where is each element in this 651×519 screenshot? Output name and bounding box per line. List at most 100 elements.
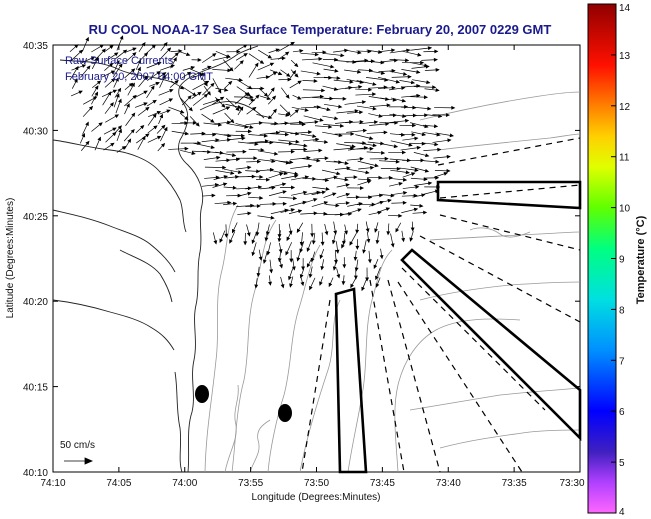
current-vector-head [420, 158, 425, 163]
current-vector-head [404, 118, 410, 123]
x-tick-label: 74:10 [40, 478, 65, 489]
current-vector-head [419, 203, 424, 208]
current-vector-head [319, 117, 324, 122]
current-vector-head [96, 80, 102, 85]
current-vector-head [166, 109, 171, 114]
current-vector-head [78, 49, 84, 54]
current-vector-head [396, 166, 401, 171]
current-vector [413, 86, 436, 88]
current-vector-head [222, 165, 227, 170]
current-vector-head [296, 257, 301, 262]
current-vector-head [227, 68, 232, 73]
current-vector-head [114, 52, 119, 57]
current-vector-head [353, 256, 358, 262]
current-vector-head [393, 144, 399, 149]
current-vector-head [272, 71, 278, 76]
current-vector-head [435, 88, 440, 92]
current-vector-head [137, 59, 142, 64]
current-vector-head [361, 100, 367, 105]
current-vector [336, 110, 359, 114]
current-vector-head [423, 210, 428, 215]
current-vector-head [297, 209, 303, 214]
current-vector-head [372, 82, 377, 86]
current-vector-head [109, 102, 114, 107]
current-vector-head [85, 121, 89, 126]
current-vector-head [137, 66, 141, 72]
current-vector-head [145, 133, 150, 138]
current-vector-head [403, 191, 408, 195]
current-vector-head [236, 49, 241, 54]
current-vector-head [255, 94, 260, 99]
current-vector-head [163, 126, 168, 132]
current-vector-head [284, 51, 290, 56]
current-vector-head [328, 124, 333, 129]
current-vector-head [277, 238, 282, 243]
current-vector-head [74, 78, 78, 83]
current-vector-head [328, 282, 333, 288]
current-vector-head [118, 128, 122, 133]
current-vector-head [249, 125, 254, 129]
current-vector-head [204, 80, 210, 85]
current-vector-head [286, 236, 291, 242]
current-vector-head [334, 68, 339, 73]
current-vector [270, 141, 293, 145]
transect-box-east [436, 180, 582, 210]
current-vector-head [310, 233, 315, 238]
current-vector [401, 50, 421, 56]
current-vector-head [390, 243, 395, 248]
current-vector-head [221, 103, 226, 108]
current-vector-head [247, 191, 252, 196]
current-vector-head [282, 201, 287, 206]
current-vector-head [184, 146, 189, 151]
current-vector [267, 169, 288, 175]
current-vector-head [254, 62, 259, 67]
current-vector [356, 80, 376, 86]
current-vector-head [192, 120, 197, 125]
current-vector-head [213, 240, 218, 245]
current-vector [344, 142, 366, 144]
current-vector-head [271, 185, 276, 190]
current-vector-head [216, 155, 221, 160]
current-vector [290, 131, 312, 135]
current-vector-head [316, 158, 321, 163]
current-vector-head [211, 193, 216, 198]
current-vector-head [118, 98, 122, 103]
transect-box-south [334, 287, 368, 474]
current-vector-head [247, 129, 253, 134]
current-vector-head [383, 130, 388, 135]
current-vector-head [294, 73, 299, 78]
current-vector-head [210, 82, 215, 87]
current-vector-head [369, 146, 374, 151]
current-vector-head [290, 149, 295, 154]
current-vector-head [446, 154, 451, 159]
current-vector-head [279, 172, 284, 177]
current-vector-head [143, 75, 148, 80]
colorbar-tick-label: 8 [619, 305, 625, 316]
current-vector-head [373, 264, 378, 270]
current-vector-head [78, 90, 83, 95]
current-vector-head [350, 283, 354, 289]
x-tick-label: 73:55 [238, 478, 263, 489]
current-vector [168, 148, 188, 150]
current-vector-head [279, 264, 283, 269]
current-vector [346, 59, 368, 63]
current-vector-head [381, 150, 386, 155]
colorbar-tick-label: 7 [619, 356, 625, 367]
current-vector [223, 134, 245, 137]
current-vector-head [451, 105, 456, 110]
buoy-marker-west [195, 385, 209, 403]
current-vector-head [449, 133, 454, 138]
current-vector-head [112, 127, 117, 132]
current-vector-head [289, 283, 293, 288]
current-vector-head [372, 143, 377, 148]
current-vector-head [405, 170, 410, 175]
current-vector-head [355, 229, 360, 234]
current-vector-head [266, 177, 271, 182]
current-vector [312, 62, 334, 68]
current-vector-head [281, 182, 287, 187]
current-vector-head [344, 230, 348, 235]
current-vector-head [357, 50, 362, 55]
current-vector-head [247, 165, 252, 170]
current-vector-head [229, 239, 233, 244]
